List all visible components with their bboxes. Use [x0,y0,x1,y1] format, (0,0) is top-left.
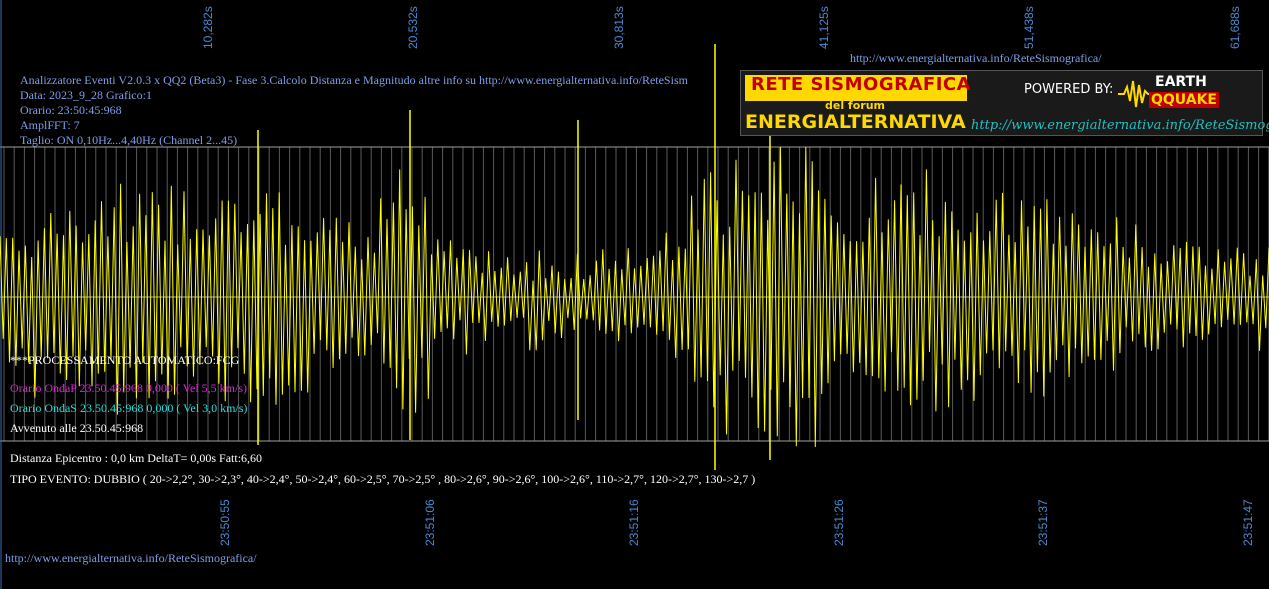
top-axis-tick-label: 20,532s [406,6,421,49]
header-line-1: Analizzatore Eventi V2.0.3 x QQ2 (Beta3)… [20,73,688,87]
bottom-axis-tick-label: 23:51:47 [1241,499,1255,546]
header-line-2: Data: 2023_9_28 Grafico:1 [20,88,152,102]
avvenuto-label: Avvenuto alle 23.50.45:968 [10,421,144,435]
header-line-4: AmplFFT: 7 [20,118,80,132]
banner-title: RETE SISMOGRAFICA [751,74,972,95]
bottom-axis-tick-label: 23:51:06 [422,499,437,546]
banner-subtitle: del forum [825,99,885,112]
banner-title-box [745,75,967,101]
top-axis-tick-label: 51,438s [1022,6,1037,49]
bottom-axis-tick-label: 23:50:55 [218,499,232,546]
bottom-axis-tick-label: 23:51:26 [831,499,846,546]
tipo-evento-label: TIPO EVENTO: DUBBIO ( 20->2,2°, 30->2,3°… [10,472,756,486]
waveform-series [0,146,1269,448]
bottom-url-link[interactable]: http://www.energialternativa.info/ReteSi… [5,551,257,565]
onda-s-label: Orario OndaS 23.50.45:968 0,000 ( Vel 3,… [10,401,248,415]
banner-logo-line1: EARTH [1155,74,1207,90]
bottom-axis-tick-label: 23:51:16 [627,499,642,546]
seismic-wave-icon [1118,80,1156,108]
top-url-link[interactable]: http://www.energialternativa.info/ReteSi… [850,51,1102,65]
top-axis-tick-label: 10,282s [201,6,215,49]
distanza-label: Distanza Epicentro : 0,0 km DeltaT= 0,00… [10,451,263,465]
banner-brand: ENERGIALTERNATIVA [745,111,966,133]
top-axis-tick-label: 61,688s [1227,6,1242,49]
banner-url-link[interactable]: http://www.energialternativa.info/ReteSi… [971,118,1269,133]
bottom-axis-tick-label: 23:51:37 [1036,499,1051,546]
onda-p-label: Orario OndaP 23.50.45:968 0,000 ( Vel 5,… [10,381,247,395]
rete-sismografica-banner: RETE SISMOGRAFICA del forum ENERGIALTERN… [740,70,1269,136]
header-line-3: Orario: 23:50:45:968 [20,103,122,117]
banner-powered-by: POWERED BY: [1024,82,1114,97]
top-axis-tick-label: 41,125s [816,6,831,49]
banner-logo-line2: QQUAKE [1149,92,1219,108]
top-axis-tick-label: 30,813s [611,6,626,49]
processing-label: ***PROCESSAMENTO AUTOMATICO:FCG [10,353,240,367]
header-line-5: Taglio: ON 0,10Hz...4,40Hz (Channel 2...… [20,133,238,147]
